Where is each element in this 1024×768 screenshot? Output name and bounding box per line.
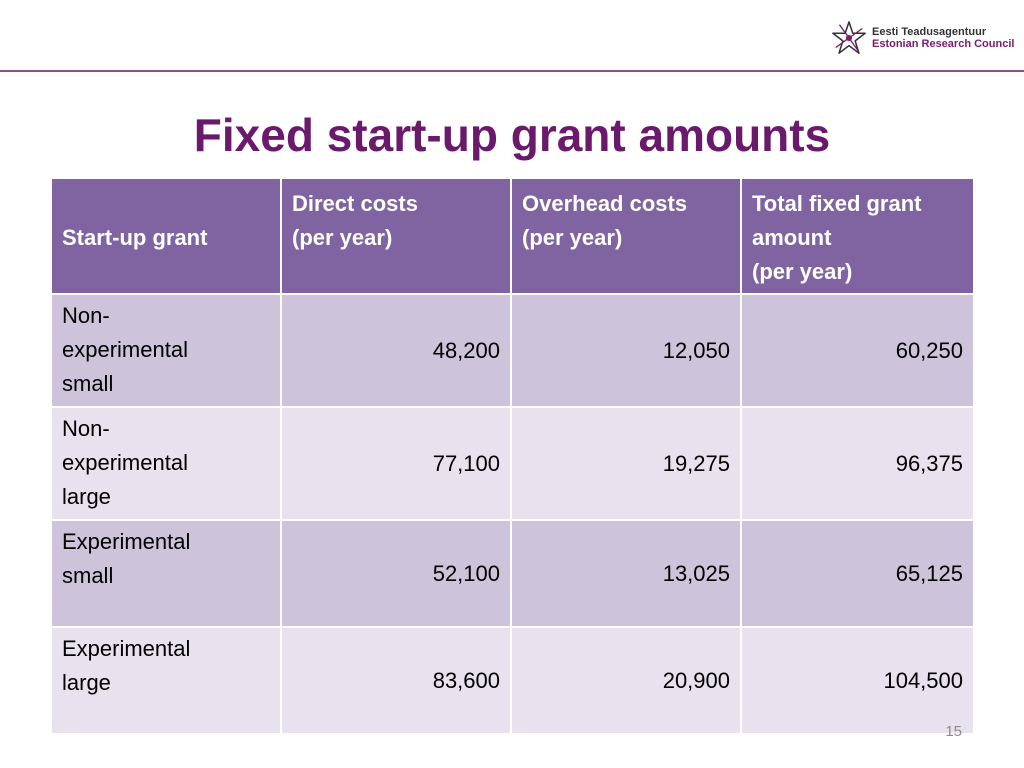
logo-name-estonian: Eesti Teadusagentuur — [872, 26, 987, 38]
grant-type-cell: Experimental small — [52, 520, 282, 628]
grant-type-line: small — [62, 371, 114, 396]
overhead-costs-cell: 20,900 — [511, 627, 742, 735]
star-logo-icon — [832, 21, 866, 54]
table-row: Experimental large 83,600 20,900 104,500 — [52, 627, 973, 735]
table-row: Experimental small 52,100 13,025 65,125 — [52, 520, 973, 628]
column-header-direct-costs: Direct costs (per year) — [281, 179, 512, 295]
direct-costs-cell: 77,100 — [281, 407, 512, 521]
logo: Eesti Teadusagentuur Estonian Research C… — [830, 16, 1014, 60]
total-amount-cell: 65,125 — [741, 520, 973, 628]
direct-costs-cell: 83,600 — [281, 627, 512, 735]
grant-type-line: small — [62, 563, 114, 588]
grant-type-line: Non- — [62, 303, 110, 328]
header-line: amount — [752, 225, 832, 250]
header-line: Overhead costs — [522, 191, 688, 216]
grant-type-cell: Non- experimental small — [52, 294, 282, 408]
table-row: Non- experimental small 48,200 12,050 60… — [52, 294, 973, 408]
grant-type-line: experimental — [62, 337, 188, 362]
overhead-costs-cell: 19,275 — [511, 407, 742, 521]
grant-type-line: large — [62, 670, 111, 695]
grant-type-line: experimental — [62, 450, 188, 475]
column-header-total-fixed-grant: Total fixed grant amount (per year) — [741, 179, 973, 295]
total-amount-cell: 60,250 — [741, 294, 973, 408]
grant-type-cell: Experimental large — [52, 627, 282, 735]
header-line: (per year) — [292, 225, 393, 250]
column-header-overhead-costs: Overhead costs (per year) — [511, 179, 742, 295]
table-header-row: Start-up grant Direct costs (per year) O… — [52, 179, 973, 295]
header-line: Total fixed grant — [752, 191, 922, 216]
grant-amounts-table: Start-up grant Direct costs (per year) O… — [52, 179, 973, 735]
grant-type-line: Experimental — [62, 636, 191, 661]
slide-title: Fixed start-up grant amounts — [193, 109, 831, 161]
overhead-costs-cell: 13,025 — [511, 520, 742, 628]
grant-type-line: large — [62, 484, 111, 509]
overhead-costs-cell: 12,050 — [511, 294, 742, 408]
grant-type-line: Experimental — [62, 529, 191, 554]
direct-costs-cell: 52,100 — [281, 520, 512, 628]
header-line: (per year) — [752, 259, 853, 284]
logo-name-english: Estonian Research Council — [872, 38, 1015, 50]
header-line: (per year) — [522, 225, 623, 250]
header-line: Start-up grant — [62, 225, 208, 250]
header-divider — [0, 70, 1024, 72]
page-number: 15 — [945, 723, 962, 740]
total-amount-cell: 104,500 — [741, 627, 973, 735]
header-line: Direct costs — [292, 191, 418, 216]
table-row: Non- experimental large 77,100 19,275 96… — [52, 407, 973, 521]
grant-type-cell: Non- experimental large — [52, 407, 282, 521]
column-header-start-up-grant: Start-up grant — [52, 179, 282, 295]
grant-type-line: Non- — [62, 416, 110, 441]
direct-costs-cell: 48,200 — [281, 294, 512, 408]
total-amount-cell: 96,375 — [741, 407, 973, 521]
